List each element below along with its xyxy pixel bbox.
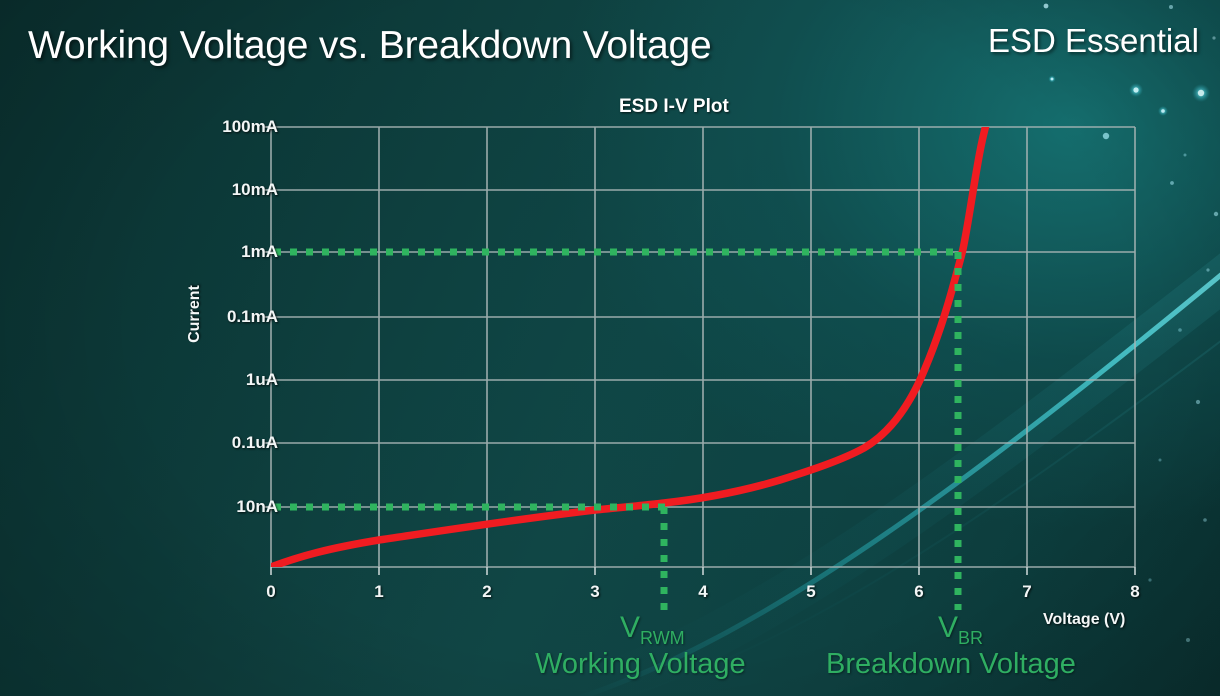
vbr-symbol-subscript: BR: [958, 628, 984, 648]
page-title: Working Voltage vs. Breakdown Voltage: [28, 24, 712, 67]
x-tick-label-1: 1: [374, 582, 384, 601]
star-particles: [1043, 3, 1219, 642]
y-tick-marks: [263, 126, 271, 508]
vbr-symbol: VBR: [938, 611, 983, 649]
vrwm-symbol-letter: V: [620, 611, 641, 644]
y-tick-label-6: 10nA: [236, 497, 278, 516]
vbr-name: Breakdown Voltage: [826, 648, 1076, 680]
iv-curve: [271, 127, 990, 567]
x-tick-label-0: 0: [266, 582, 276, 601]
vrwm-name: Working Voltage: [535, 648, 746, 680]
x-tick-marks: [270, 567, 1136, 575]
x-tick-label-5: 5: [806, 582, 816, 601]
x-axis-title: Voltage (V): [1043, 611, 1126, 628]
annotation-lines: [274, 248, 962, 610]
brand-label: ESD Essential: [988, 22, 1199, 59]
vrwm-symbol: VRWM: [620, 611, 685, 649]
y-axis-title: Current: [185, 285, 203, 343]
swoosh-line: [576, 272, 1220, 696]
x-tick-label-2: 2: [482, 582, 492, 601]
vbr-symbol-letter: V: [938, 611, 959, 644]
y-tick-label-2: 1mA: [241, 242, 278, 261]
vrwm-symbol-subscript: RWM: [640, 628, 685, 648]
y-tick-label-3: 0.1mA: [226, 307, 278, 326]
x-tick-label-8: 8: [1130, 582, 1140, 601]
swoosh-line-secondary: [622, 340, 1220, 696]
y-tick-label-0: 100mA: [222, 117, 278, 136]
y-tick-label-1: 10mA: [231, 180, 278, 199]
y-tick-label-4: 1uA: [245, 370, 278, 389]
chart-title: ESD I-V Plot: [619, 96, 729, 117]
x-tick-label-6: 6: [914, 582, 924, 601]
y-tick-label-5: 0.1uA: [231, 433, 278, 452]
x-tick-label-4: 4: [698, 582, 708, 601]
x-tick-label-3: 3: [590, 582, 600, 601]
x-tick-label-7: 7: [1022, 582, 1032, 601]
